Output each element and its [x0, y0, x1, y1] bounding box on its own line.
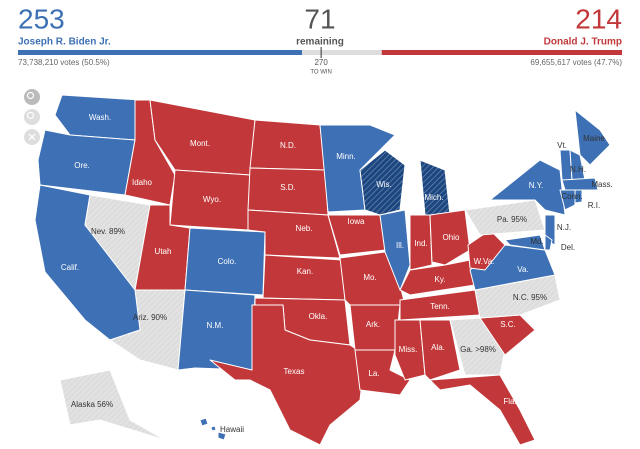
state-shape: [419, 159, 451, 216]
state-label: Ore.: [74, 161, 90, 170]
state-label: Iowa: [348, 217, 365, 226]
state-label: Idaho: [132, 178, 153, 187]
state-label: Ark.: [366, 320, 380, 329]
state-shape: [544, 234, 553, 251]
states: Wash. Ore. Calif. Nev. 89% Idaho Mont. Wyo. Uta…: [34, 94, 613, 446]
state-label: Va.: [517, 265, 528, 274]
state-shape: [561, 177, 599, 191]
state-label: Texas: [284, 367, 305, 376]
state-label: Conn.: [561, 192, 582, 201]
state-shape: [489, 159, 566, 216]
zoom-out-icon: [26, 111, 35, 120]
state-label: Mich.: [424, 193, 443, 202]
state-label: Maine: [583, 134, 605, 143]
state-label: N.H.: [570, 165, 586, 174]
state-label: Utah: [155, 247, 172, 256]
zoom-out-button[interactable]: [24, 109, 40, 125]
biden-popular-votes: 73,738,210 votes (50.5%): [18, 58, 110, 67]
state-label: Mass.: [591, 180, 612, 189]
biden-name: Joseph R. Biden Jr.: [18, 37, 111, 48]
zoom-in-icon: [26, 91, 35, 100]
state-label: Del.: [561, 243, 575, 252]
state-label: Ariz. 90%: [133, 313, 167, 322]
state-label: Alaska 56%: [71, 400, 113, 409]
state-label: N.J.: [557, 223, 571, 232]
state-label: Mo.: [363, 273, 376, 282]
state-label: Calif.: [61, 263, 79, 272]
zoom-controls: [24, 89, 40, 145]
state-label: N.M.: [207, 321, 224, 330]
remaining-count: 71: [304, 3, 335, 34]
state-label: Okla.: [309, 312, 328, 321]
trump-popular-votes: 69,655,617 votes (47.7%): [530, 58, 622, 67]
state-label: N.D.: [280, 141, 296, 150]
state-label: Ga. >98%: [460, 345, 496, 354]
biden-bar: [18, 50, 303, 55]
state-label: Ky.: [435, 275, 446, 284]
state-label: Hawaii: [220, 425, 244, 434]
remaining-label: remaining: [296, 37, 344, 48]
state-label: Kan.: [297, 267, 313, 276]
state-label: Fla.: [503, 397, 516, 406]
state-shape: [359, 149, 406, 216]
state-label: S.C.: [500, 320, 516, 329]
state-shape: [449, 317, 506, 376]
biden-electoral-votes: 253: [18, 3, 65, 34]
state-label: Vt.: [557, 141, 567, 150]
state-shape: [59, 369, 166, 441]
state-shape: [217, 431, 227, 441]
state-label: W.Va.: [474, 257, 495, 266]
remaining-bar: [302, 50, 382, 55]
state-shape: [559, 189, 576, 211]
state-label: Ill.: [396, 241, 404, 250]
state-shape: [419, 319, 461, 381]
trump-electoral-votes: 214: [575, 3, 622, 34]
state-shape: [574, 189, 583, 204]
trump-name: Donald J. Trump: [544, 37, 622, 48]
state-shape: [574, 109, 611, 166]
state-label: Wyo.: [203, 195, 221, 204]
zoom-in-button[interactable]: [24, 89, 40, 105]
state-label: Ala.: [431, 343, 445, 352]
state-label: Neb.: [296, 224, 313, 233]
trump-bar: [381, 50, 622, 55]
reset-icon: [28, 133, 36, 141]
state-label: N.C. 95%: [513, 293, 547, 302]
state-shape: [209, 304, 366, 446]
state-label: Ind.: [414, 239, 427, 248]
threshold-value: 270: [314, 58, 328, 67]
state-label: Colo.: [218, 257, 237, 266]
state-label: Tenn.: [430, 302, 450, 311]
state-label: Md.: [530, 237, 543, 246]
state-label: Miss.: [399, 345, 418, 354]
state-shape: [409, 214, 433, 271]
state-shape: [210, 425, 217, 432]
state-shape: [199, 417, 209, 427]
state-label: Wash.: [89, 113, 111, 122]
state-label: S.D.: [280, 183, 296, 192]
state-label: R.I.: [588, 201, 600, 210]
state-shape: [262, 254, 346, 301]
state-label: Mont.: [190, 139, 210, 148]
state-shape: [429, 374, 536, 446]
state-label: Minn.: [336, 152, 356, 161]
threshold-label: TO WIN: [310, 70, 332, 76]
state-label: Pa. 95%: [497, 215, 527, 224]
state-shape: [379, 209, 411, 291]
state-shape: [429, 209, 471, 266]
state-label: Nev. 89%: [91, 227, 125, 236]
electoral-bar: 270 TO WIN: [18, 47, 622, 76]
state-label: Wis.: [376, 180, 392, 189]
state-shape: [394, 319, 426, 381]
state-label: La.: [368, 369, 379, 378]
state-label: N.Y.: [529, 181, 544, 190]
state-label: Ohio: [443, 233, 460, 242]
